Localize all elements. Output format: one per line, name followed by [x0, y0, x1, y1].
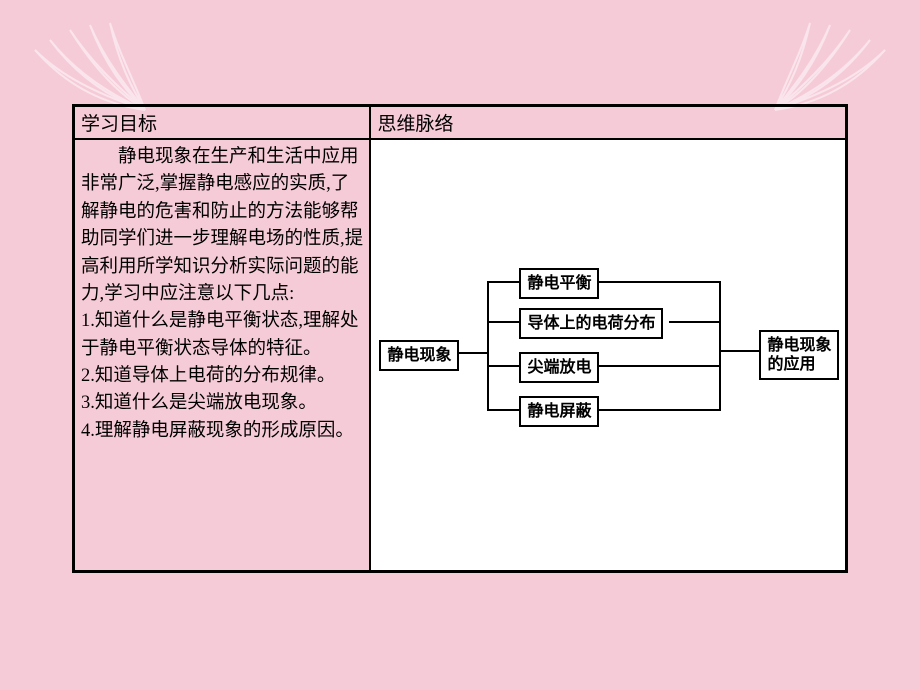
cell-left: 静电现象在生产和生活中应用非常广泛,掌握静电感应的实质,了解静电的危害和防止的方… — [74, 139, 371, 572]
line-right-vertical — [719, 281, 721, 411]
line-from-b3 — [599, 365, 719, 367]
diagram-root-box: 静电现象 — [379, 340, 459, 371]
header-right: 思维脉络 — [370, 106, 846, 140]
diagram-result-text: 静电现象的应用 — [767, 337, 831, 373]
line-left-vertical — [487, 281, 489, 411]
left-point-1: 1.知道什么是静电平衡状态,理解处于静电平衡状态导体的特征。 — [81, 308, 363, 363]
left-point-4: 4.理解静电屏蔽现象的形成原因。 — [81, 418, 363, 445]
header-left: 学习目标 — [74, 106, 371, 140]
diagram-result-box: 静电现象的应用 — [759, 330, 839, 380]
line-root-stub — [457, 352, 487, 354]
line-to-b4 — [487, 409, 519, 411]
diagram-branch-1: 静电平衡 — [519, 268, 599, 299]
line-from-b1 — [599, 281, 719, 283]
main-table: 学习目标 思维脉络 静电现象在生产和生活中应用非常广泛,掌握静电感应的实质,了解… — [72, 104, 848, 573]
line-to-b2 — [487, 321, 519, 323]
diagram-container: 静电现象 静电平衡 导体上的电荷分布 尖端放电 静电屏蔽 静电现象的应用 — [371, 140, 845, 570]
left-intro: 静电现象在生产和生活中应用非常广泛,掌握静电感应的实质,了解静电的危害和防止的方… — [81, 144, 363, 308]
diagram-branch-4: 静电屏蔽 — [519, 396, 599, 427]
line-result-stub — [719, 350, 759, 352]
line-to-b3 — [487, 365, 519, 367]
line-from-b4 — [599, 409, 719, 411]
diagram-branch-3: 尖端放电 — [519, 352, 599, 383]
line-to-b1 — [487, 281, 519, 283]
left-content: 静电现象在生产和生活中应用非常广泛,掌握静电感应的实质,了解静电的危害和防止的方… — [75, 140, 369, 449]
concept-diagram: 静电现象 静电平衡 导体上的电荷分布 尖端放电 静电屏蔽 静电现象的应用 — [371, 140, 845, 570]
left-point-2: 2.知道导体上电荷的分布规律。 — [81, 363, 363, 390]
cell-right: 静电现象 静电平衡 导体上的电荷分布 尖端放电 静电屏蔽 静电现象的应用 — [370, 139, 846, 572]
diagram-branch-2: 导体上的电荷分布 — [519, 308, 663, 339]
line-from-b2 — [669, 321, 719, 323]
left-point-3: 3.知道什么是尖端放电现象。 — [81, 390, 363, 417]
